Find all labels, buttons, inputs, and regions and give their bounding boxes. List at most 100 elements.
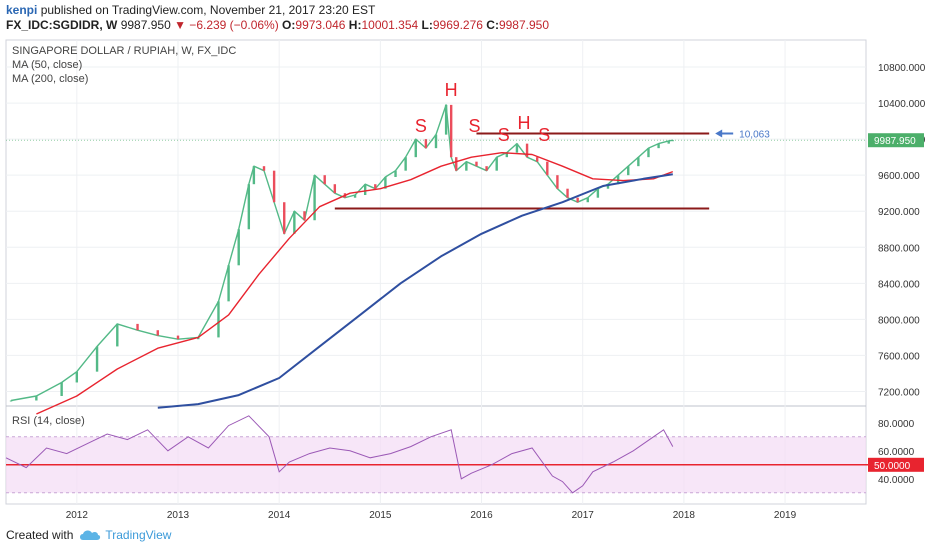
price-candle: [444, 104, 448, 135]
price-candle: [116, 323, 119, 347]
price-candle: [35, 395, 38, 401]
level-arrow-label: 10,063: [739, 129, 770, 140]
pattern-label-s-3: S: [498, 125, 510, 145]
published-line: kenpi published on TradingView.com, Nove…: [6, 3, 549, 18]
price-candle: [9, 400, 13, 402]
price-candle: [505, 152, 509, 158]
price-candle: [404, 157, 407, 171]
price-candle: [394, 170, 397, 177]
pattern-label-h-4: H: [518, 113, 531, 133]
price-candle: [75, 371, 79, 383]
price-candle: [525, 143, 529, 158]
chart-canvas[interactable]: 10,063 SHS SHS 7200.0007600.0008000.00084…: [0, 34, 932, 552]
price-candle: [546, 161, 549, 176]
price-candle: [627, 166, 630, 176]
rsi-band: [6, 436, 868, 494]
price-candle: [667, 140, 670, 144]
price-candle: [293, 211, 296, 234]
rsi-midline-badge: [868, 457, 924, 472]
series: [5, 104, 866, 494]
rsi-midline-label: 50.0000: [874, 461, 911, 472]
close-value: 9987.950: [498, 18, 550, 32]
price-candle: [576, 197, 579, 203]
x-tick-label: 2018: [673, 510, 696, 521]
price-candle: [323, 175, 326, 185]
y-tick-label: 8400.000: [878, 279, 920, 290]
level-arrow-head: [715, 129, 723, 138]
price-candle: [535, 157, 539, 162]
price-candle: [586, 197, 589, 203]
price-candle: [363, 184, 367, 196]
legend-ma50[interactable]: MA (50, close): [12, 59, 83, 71]
price-candle: [657, 143, 660, 149]
price-candle: [252, 166, 256, 185]
series-line-ma-50-close-: [36, 151, 674, 415]
price-candle: [303, 211, 306, 221]
price-change: ▼ −6.239 (−0.06%): [174, 18, 279, 32]
footer: Created with TradingView: [6, 528, 171, 542]
price-candle: [136, 323, 139, 331]
price-candle: [495, 157, 498, 171]
price-candle: [95, 346, 99, 372]
price-candle: [272, 170, 276, 203]
pattern-label-h-1: H: [445, 80, 458, 100]
price-candle: [262, 166, 266, 171]
y-tick-label: 8800.000: [878, 243, 920, 254]
symbol-line: FX_IDC:SGDIDR, W 9987.950 ▼ −6.239 (−0.0…: [6, 18, 549, 33]
grid: [5, 39, 867, 505]
series-line-sgdidr: [10, 104, 673, 402]
price-candle: [247, 184, 251, 230]
rsi-legend: RSI (14, close): [12, 414, 85, 428]
published-text: published on TradingView.com, November 2…: [40, 3, 376, 17]
x-tick-label: 2015: [369, 510, 392, 521]
price-candle: [485, 166, 488, 171]
price-candle: [449, 104, 453, 158]
symbol-name: FX_IDC:SGDIDR, W: [6, 18, 118, 32]
low-value: 9969.276: [432, 18, 483, 32]
series-line-ma-200-close-: [157, 173, 673, 409]
pattern-label-s-5: S: [538, 125, 550, 145]
created-with-label: Created with: [6, 528, 74, 542]
price-candle: [566, 188, 569, 198]
price-candle: [465, 161, 468, 171]
y-tick-label: 9200.000: [878, 207, 920, 218]
price-candle: [353, 195, 357, 198]
rsi-tick-label: 40.0000: [878, 475, 915, 486]
price-candle: [475, 161, 478, 167]
price-candle: [455, 157, 458, 171]
tradingview-logo[interactable]: TradingView: [79, 528, 171, 542]
y-tick-label: 7600.000: [878, 351, 920, 362]
x-tick-label: 2017: [572, 510, 595, 521]
author-link[interactable]: kenpi: [6, 3, 38, 17]
price-candle: [333, 184, 337, 194]
last-price-badge: [868, 133, 924, 148]
brand-name: TradingView: [105, 528, 172, 542]
open-value: 9973.046: [295, 18, 346, 32]
y-tick-label: 10400.000: [878, 99, 926, 110]
price-candle: [237, 229, 240, 266]
price-candle: [313, 175, 316, 221]
price-candle: [60, 382, 63, 396]
price-candle: [176, 335, 180, 340]
x-tick-label: 2013: [167, 510, 190, 521]
rsi-tick-label: 60.0000: [878, 447, 915, 458]
price-candle: [515, 143, 519, 153]
header: kenpi published on TradingView.com, Nove…: [6, 3, 549, 33]
x-tick-label: 2012: [66, 510, 89, 521]
price-candle: [156, 330, 159, 336]
legend-ma200[interactable]: MA (200, close): [12, 73, 89, 85]
pattern-label-s-0: S: [415, 116, 427, 136]
high-label: H:: [348, 18, 362, 32]
price-candle: [637, 157, 640, 167]
legend-rsi[interactable]: RSI (14, close): [12, 415, 85, 427]
axes: 7200.000 7600.000 8000.000 8400.000 8800.000…: [66, 63, 926, 521]
price-candle: [384, 176, 387, 189]
y-tick-label: 8000.000: [878, 315, 920, 326]
price-candle: [556, 175, 559, 189]
high-value: 10001.354: [361, 18, 419, 32]
last-price-label: 9987.950: [874, 136, 916, 147]
pattern-label-s-2: S: [468, 116, 480, 136]
price-candle: [217, 301, 220, 338]
price-candle: [596, 188, 600, 198]
price-candle: [374, 184, 377, 189]
